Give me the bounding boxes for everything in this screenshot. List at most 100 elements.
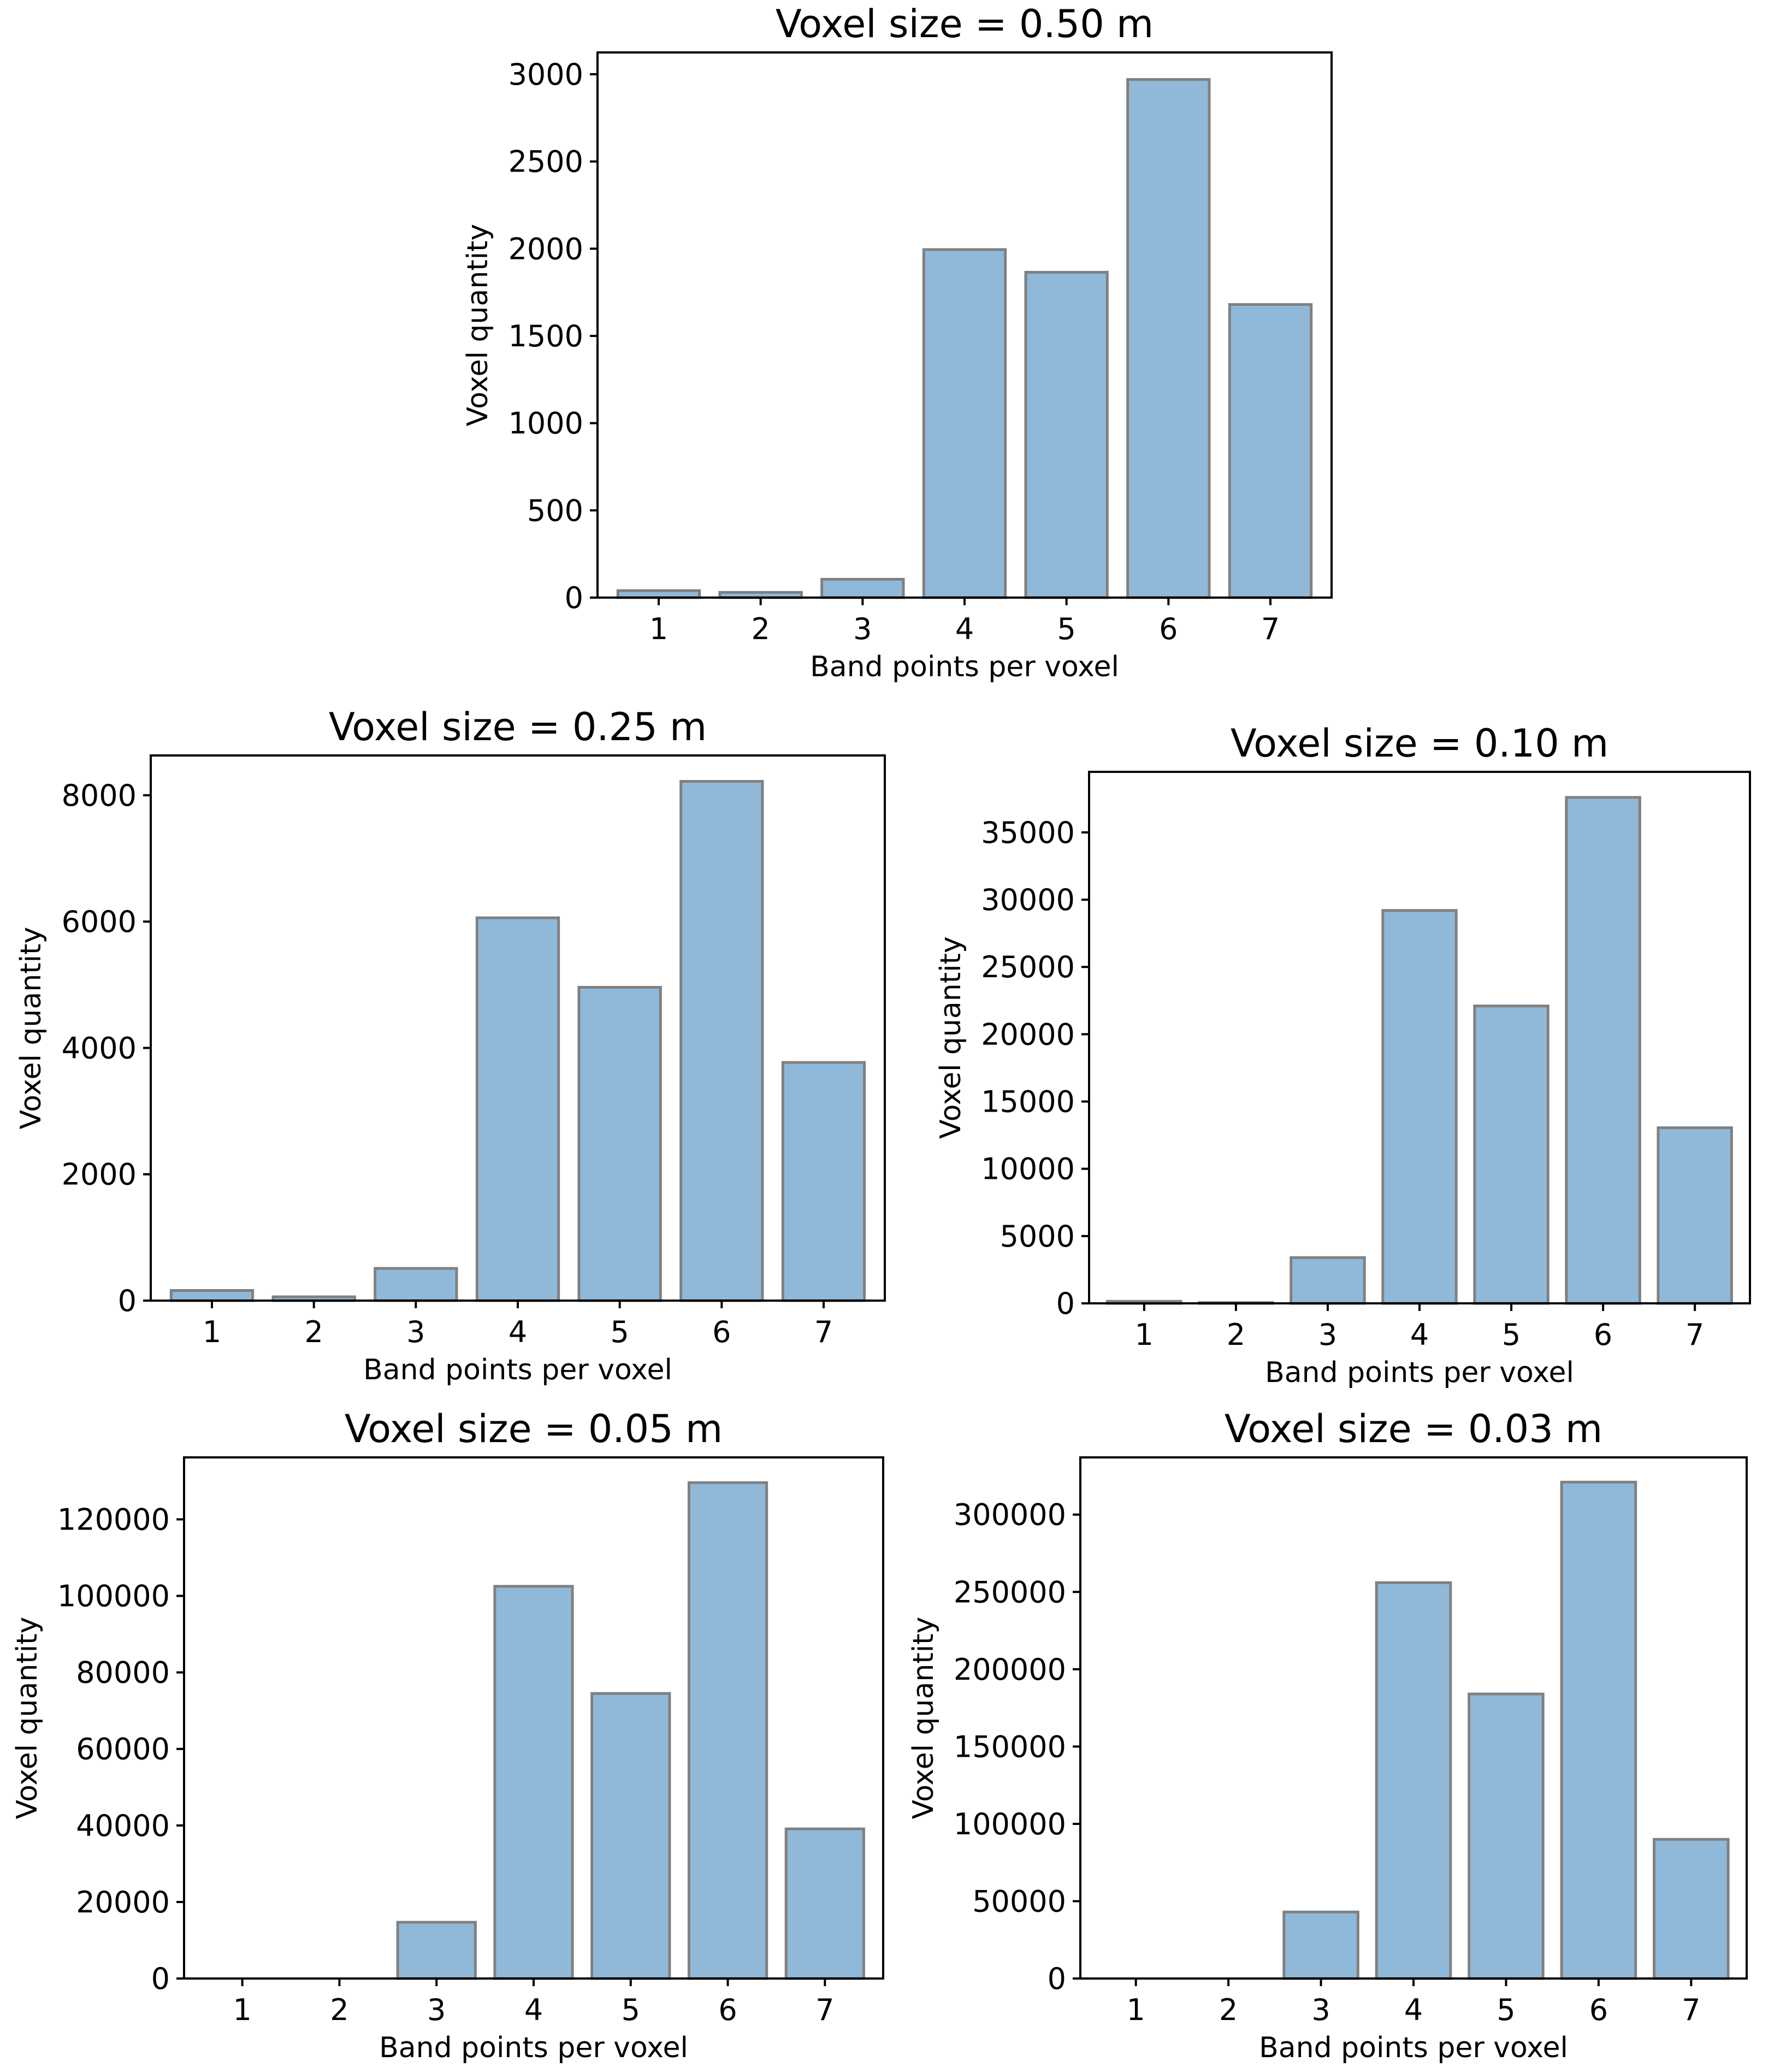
bar-5: [1024, 270, 1109, 599]
bar-6: [679, 779, 764, 1302]
chart-voxel-0-05: 1 2 3 4 5 6 7 0 20000 40000 60000 80000 100000 120000…: [11, 1407, 884, 2064]
bar-6: [1126, 78, 1211, 599]
x-tick-label: 3: [427, 1993, 446, 2027]
y-axis-label: Voxel quantity: [935, 936, 967, 1139]
y-tick-label: 0: [1056, 1286, 1075, 1321]
y-tick-label: 500: [527, 493, 583, 528]
x-tick-label: 7: [1261, 612, 1280, 646]
x-tick-label: 6: [1589, 1993, 1608, 2027]
x-axis-label: Band points per voxel: [363, 1354, 672, 1386]
y-tick-label: 1500: [508, 319, 583, 353]
y-tick-label: 25000: [981, 950, 1075, 984]
x-axis-label: Band points per voxel: [1259, 2031, 1568, 2064]
x-axis-label: Band points per voxel: [810, 651, 1119, 683]
bar-7: [1228, 303, 1313, 599]
x-tick-label: 2: [751, 612, 770, 646]
y-tick-label: 250000: [954, 1575, 1066, 1609]
x-tick-label: 5: [1497, 1993, 1515, 2027]
x-tick-label: 5: [622, 1993, 640, 2027]
y-tick-label: 4000: [62, 1031, 137, 1065]
y-tick-label: 300000: [954, 1498, 1066, 1532]
bar-4: [475, 916, 560, 1302]
x-tick-label: 7: [815, 1993, 834, 2027]
x-tick-label: 4: [508, 1315, 527, 1349]
y-tick-label: 15000: [981, 1085, 1075, 1119]
x-tick-label: 5: [610, 1315, 629, 1349]
bar-5: [1473, 1005, 1549, 1305]
y-tick-label: 20000: [76, 1885, 170, 1920]
chart-title: Voxel size = 0.50 m: [776, 2, 1154, 46]
y-tick-label: 10000: [981, 1152, 1075, 1186]
y-tick-label: 150000: [954, 1729, 1066, 1764]
y-tick-label: 30000: [981, 883, 1075, 917]
bar-4: [493, 1585, 574, 1980]
y-tick-label: 120000: [57, 1502, 170, 1537]
x-tick-label: 1: [1135, 1318, 1154, 1352]
bar-6: [1565, 796, 1641, 1305]
y-tick-label: 200000: [954, 1652, 1066, 1687]
x-tick-label: 1: [233, 1993, 251, 2027]
y-tick-label: 2000: [62, 1157, 137, 1192]
bar-5: [590, 1692, 671, 1980]
y-tick-label: 6000: [62, 905, 137, 939]
x-axis-label: Band points per voxel: [1265, 1356, 1574, 1389]
y-tick-label: 5000: [1000, 1219, 1075, 1254]
y-axis-label: Voxel quantity: [15, 927, 48, 1130]
bar-5: [577, 985, 662, 1302]
bar-4: [1381, 909, 1458, 1305]
chart-title: Voxel size = 0.10 m: [1231, 721, 1608, 766]
y-tick-label: 3000: [508, 57, 583, 92]
y-tick-label: 1000: [508, 406, 583, 441]
y-tick-label: 8000: [62, 778, 137, 813]
bar-4: [922, 248, 1007, 599]
x-tick-label: 6: [712, 1315, 731, 1349]
bar-3: [820, 577, 905, 599]
x-axis-label: Band points per voxel: [379, 2031, 688, 2064]
bar-3: [374, 1267, 458, 1302]
y-tick-label: 2500: [508, 145, 583, 179]
x-tick-label: 4: [955, 612, 974, 646]
x-tick-label: 6: [1159, 612, 1178, 646]
x-tick-label: 5: [1057, 612, 1075, 646]
bar-6: [1560, 1480, 1637, 1980]
y-tick-label: 0: [1048, 1962, 1066, 1996]
y-tick-label: 0: [151, 1962, 170, 1996]
y-axis-label: Voxel quantity: [11, 1617, 44, 1820]
y-tick-label: 60000: [76, 1732, 170, 1767]
x-tick-label: 2: [1227, 1318, 1245, 1352]
y-tick-label: 20000: [981, 1017, 1075, 1052]
chart-voxel-0-25: 1 2 3 4 5 6 7 0 2000 4000 6000 8000 Voxel size = 0.2…: [15, 705, 886, 1386]
bar-3: [1282, 1910, 1359, 1980]
x-tick-label: 7: [814, 1315, 833, 1349]
chart-title: Voxel size = 0.05 m: [345, 1407, 723, 1451]
x-tick-label: 3: [406, 1315, 425, 1349]
y-tick-label: 35000: [981, 816, 1075, 850]
x-tick-label: 7: [1685, 1318, 1704, 1352]
bar-3: [396, 1921, 477, 1980]
chart-voxel-0-10: 1 2 3 4 5 6 7 0 5000 10000 15000 20000 25000 30000 350…: [935, 721, 1751, 1389]
x-tick-label: 4: [1410, 1318, 1429, 1352]
chart-voxel-0-03: 1 2 3 4 5 6 7 0 50000 100000 150000 200000 250000 300…: [907, 1407, 1748, 2064]
x-tick-label: 2: [1219, 1993, 1238, 2027]
y-tick-label: 0: [118, 1284, 137, 1318]
x-tick-label: 4: [1404, 1993, 1423, 2027]
x-tick-label: 1: [649, 612, 668, 646]
chart-title: Voxel size = 0.25 m: [329, 705, 707, 749]
bar-4: [1375, 1581, 1452, 1980]
bar-3: [1290, 1256, 1366, 1305]
x-tick-label: 6: [1594, 1318, 1612, 1352]
bar-7: [1657, 1126, 1733, 1305]
x-tick-label: 3: [1311, 1993, 1330, 2027]
y-tick-label: 100000: [954, 1807, 1066, 1841]
y-tick-label: 100000: [57, 1579, 170, 1614]
x-tick-label: 7: [1682, 1993, 1700, 2027]
x-tick-label: 1: [1126, 1993, 1145, 2027]
x-tick-label: 3: [1318, 1318, 1337, 1352]
y-tick-label: 40000: [76, 1809, 170, 1843]
bar-1: [169, 1289, 255, 1302]
chart-title: Voxel size = 0.03 m: [1225, 1407, 1602, 1451]
y-tick-label: 50000: [972, 1884, 1066, 1918]
x-tick-label: 4: [524, 1993, 543, 2027]
x-tick-label: 2: [304, 1315, 323, 1349]
